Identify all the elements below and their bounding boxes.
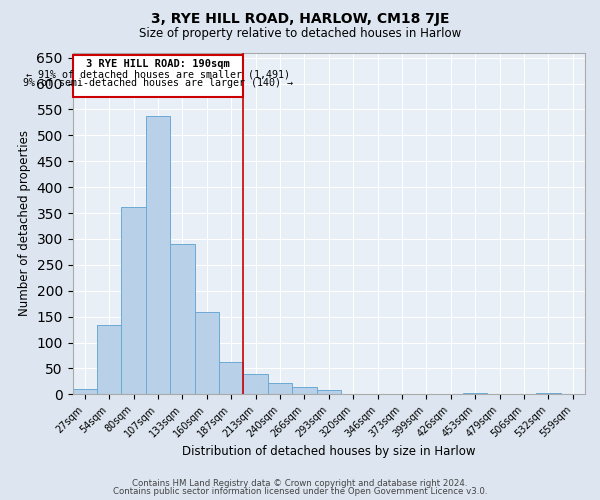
Y-axis label: Number of detached properties: Number of detached properties bbox=[18, 130, 31, 316]
Bar bbox=[219, 362, 244, 394]
Bar bbox=[463, 393, 487, 394]
Bar bbox=[73, 389, 97, 394]
Bar bbox=[292, 386, 317, 394]
Bar bbox=[268, 383, 292, 394]
Bar bbox=[97, 326, 121, 394]
Text: 3, RYE HILL ROAD, HARLOW, CM18 7JE: 3, RYE HILL ROAD, HARLOW, CM18 7JE bbox=[151, 12, 449, 26]
Bar bbox=[170, 244, 194, 394]
Text: Contains public sector information licensed under the Open Government Licence v3: Contains public sector information licen… bbox=[113, 487, 487, 496]
Bar bbox=[244, 374, 268, 394]
Bar bbox=[73, 55, 244, 96]
X-axis label: Distribution of detached houses by size in Harlow: Distribution of detached houses by size … bbox=[182, 444, 476, 458]
Bar bbox=[194, 312, 219, 394]
Text: Size of property relative to detached houses in Harlow: Size of property relative to detached ho… bbox=[139, 28, 461, 40]
Text: 3 RYE HILL ROAD: 190sqm: 3 RYE HILL ROAD: 190sqm bbox=[86, 59, 230, 69]
Text: 9% of semi-detached houses are larger (140) →: 9% of semi-detached houses are larger (1… bbox=[23, 78, 293, 88]
Bar bbox=[317, 390, 341, 394]
Text: ← 91% of detached houses are smaller (1,491): ← 91% of detached houses are smaller (1,… bbox=[26, 69, 290, 79]
Bar bbox=[121, 207, 146, 394]
Text: Contains HM Land Registry data © Crown copyright and database right 2024.: Contains HM Land Registry data © Crown c… bbox=[132, 478, 468, 488]
Bar bbox=[146, 116, 170, 394]
